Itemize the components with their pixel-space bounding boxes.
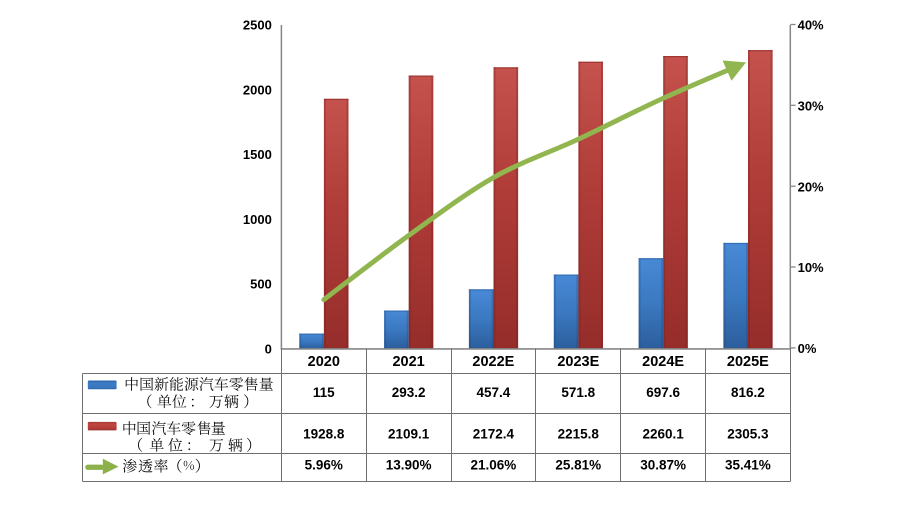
- svg-text:1500: 1500: [243, 147, 272, 162]
- svg-text:500: 500: [250, 277, 272, 292]
- svg-text:2260.1: 2260.1: [642, 426, 684, 441]
- svg-text:115: 115: [313, 385, 335, 400]
- svg-text:1000: 1000: [243, 212, 272, 227]
- svg-text:0: 0: [265, 341, 272, 356]
- svg-text:2022E: 2022E: [472, 354, 514, 370]
- svg-text:2023E: 2023E: [557, 354, 599, 370]
- svg-text:2500: 2500: [243, 18, 272, 33]
- svg-text:697.6: 697.6: [646, 385, 680, 400]
- svg-text:2024E: 2024E: [642, 354, 684, 370]
- svg-text:2025E: 2025E: [727, 354, 769, 370]
- svg-text:0%: 0%: [798, 341, 817, 356]
- svg-text:571.8: 571.8: [561, 385, 595, 400]
- svg-text:10%: 10%: [798, 260, 824, 275]
- svg-text:35.41%: 35.41%: [725, 458, 771, 473]
- svg-text:457.4: 457.4: [477, 385, 511, 400]
- svg-text:5.96%: 5.96%: [305, 458, 343, 473]
- svg-text:20%: 20%: [798, 179, 824, 194]
- svg-text:2020: 2020: [308, 354, 340, 370]
- svg-text:2172.4: 2172.4: [473, 426, 515, 441]
- svg-text:293.2: 293.2: [392, 385, 426, 400]
- svg-text:2215.8: 2215.8: [558, 426, 600, 441]
- svg-text:13.90%: 13.90%: [386, 458, 432, 473]
- svg-text:30.87%: 30.87%: [640, 458, 686, 473]
- svg-text:2021: 2021: [392, 354, 424, 370]
- svg-text:816.2: 816.2: [731, 385, 765, 400]
- svg-text:1928.8: 1928.8: [303, 426, 345, 441]
- svg-text:21.06%: 21.06%: [471, 458, 517, 473]
- svg-text:40%: 40%: [798, 18, 824, 33]
- svg-text:2305.3: 2305.3: [727, 426, 769, 441]
- svg-text:25.81%: 25.81%: [555, 458, 601, 473]
- svg-text:30%: 30%: [798, 99, 824, 114]
- svg-text:2109.1: 2109.1: [388, 426, 430, 441]
- svg-text:2000: 2000: [243, 82, 272, 97]
